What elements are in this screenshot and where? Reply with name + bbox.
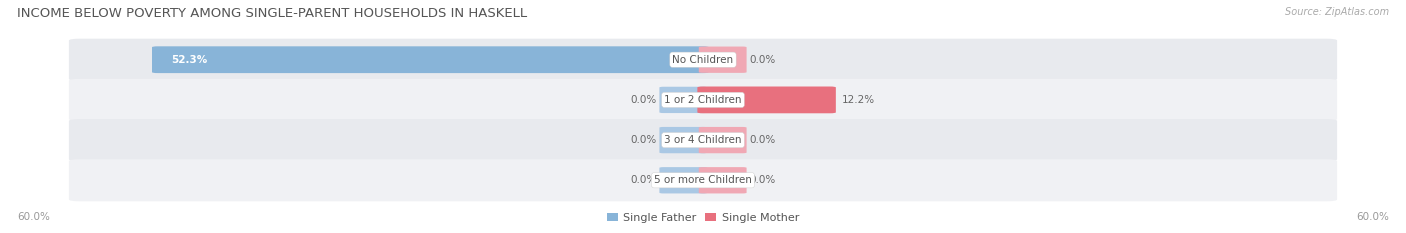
Text: 1 or 2 Children: 1 or 2 Children [664,95,742,105]
Text: 60.0%: 60.0% [17,212,49,222]
Text: 0.0%: 0.0% [630,95,657,105]
Text: 0.0%: 0.0% [749,55,776,65]
Text: 0.0%: 0.0% [630,135,657,145]
Text: No Children: No Children [672,55,734,65]
Text: 5 or more Children: 5 or more Children [654,175,752,185]
Text: 0.0%: 0.0% [630,175,657,185]
Text: 0.0%: 0.0% [749,175,776,185]
Text: 12.2%: 12.2% [841,95,875,105]
Text: INCOME BELOW POVERTY AMONG SINGLE-PARENT HOUSEHOLDS IN HASKELL: INCOME BELOW POVERTY AMONG SINGLE-PARENT… [17,7,527,20]
Text: 52.3%: 52.3% [172,55,208,65]
Text: 60.0%: 60.0% [1357,212,1389,222]
Text: Source: ZipAtlas.com: Source: ZipAtlas.com [1285,7,1389,17]
Text: 3 or 4 Children: 3 or 4 Children [664,135,742,145]
Legend: Single Father, Single Mother: Single Father, Single Mother [602,208,804,227]
Text: 0.0%: 0.0% [749,135,776,145]
